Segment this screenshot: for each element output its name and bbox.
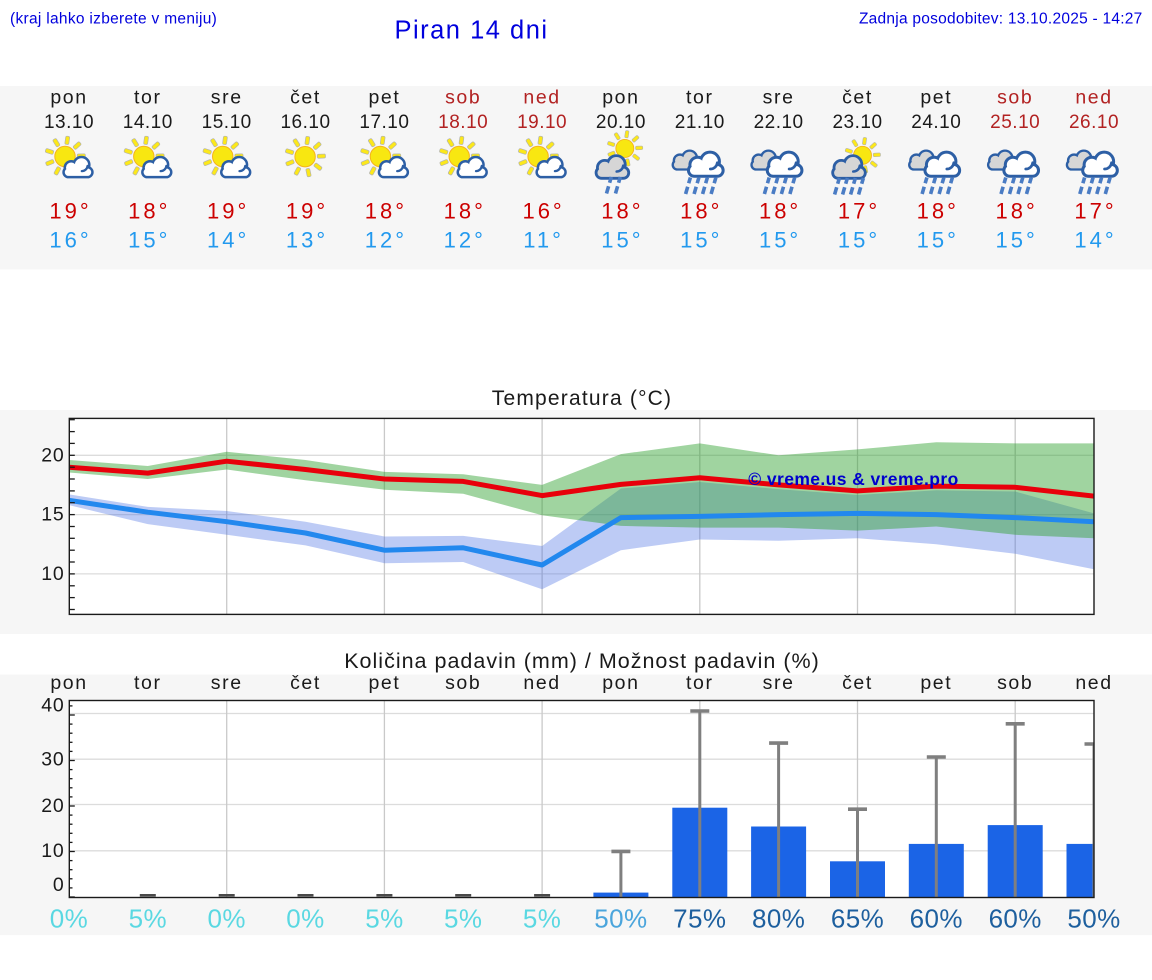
svg-text:sre: sre — [763, 672, 795, 694]
svg-text:tor: tor — [134, 672, 162, 694]
svg-text:50%: 50% — [1067, 903, 1120, 933]
svg-text:18°: 18° — [601, 199, 643, 224]
svg-text:pet: pet — [920, 87, 952, 109]
svg-text:0: 0 — [53, 874, 65, 896]
svg-text:16.10: 16.10 — [280, 112, 330, 133]
svg-text:13.10: 13.10 — [44, 112, 94, 133]
svg-text:10: 10 — [41, 563, 64, 585]
svg-text:ned: ned — [523, 87, 560, 109]
svg-text:15°: 15° — [128, 227, 170, 252]
svg-text:60%: 60% — [989, 903, 1042, 933]
svg-text:15°: 15° — [759, 227, 801, 252]
svg-text:22.10: 22.10 — [754, 112, 804, 133]
svg-text:sob: sob — [997, 87, 1033, 109]
svg-text:15: 15 — [41, 504, 64, 526]
svg-text:15.10: 15.10 — [202, 112, 252, 133]
svg-text:17.10: 17.10 — [359, 112, 409, 133]
svg-text:13°: 13° — [286, 227, 328, 252]
svg-text:5%: 5% — [523, 903, 561, 933]
svg-text:pet: pet — [920, 672, 952, 694]
svg-text:19.10: 19.10 — [517, 112, 567, 133]
svg-text:5%: 5% — [365, 903, 403, 933]
svg-text:18°: 18° — [680, 199, 722, 224]
svg-text:sre: sre — [211, 87, 243, 109]
svg-text:Piran 14 dni: Piran 14 dni — [394, 17, 548, 45]
svg-text:65%: 65% — [831, 903, 884, 933]
svg-text:26.10: 26.10 — [1069, 112, 1119, 133]
svg-text:Zadnja posodobitev: 13.10.2025: Zadnja posodobitev: 13.10.2025 - 14:27 — [859, 11, 1143, 28]
svg-text:čet: čet — [290, 87, 321, 109]
svg-text:14.10: 14.10 — [123, 112, 173, 133]
svg-text:18°: 18° — [996, 199, 1038, 224]
svg-text:18°: 18° — [759, 199, 801, 224]
svg-text:15°: 15° — [838, 227, 880, 252]
svg-text:tor: tor — [686, 672, 714, 694]
svg-text:tor: tor — [134, 87, 162, 109]
svg-text:0%: 0% — [286, 903, 324, 933]
svg-text:40: 40 — [41, 695, 64, 717]
svg-text:čet: čet — [290, 672, 321, 694]
svg-text:ned: ned — [1075, 672, 1112, 694]
svg-text:12°: 12° — [444, 227, 486, 252]
svg-text:sre: sre — [763, 87, 795, 109]
svg-text:Temperatura (°C): Temperatura (°C) — [492, 387, 672, 410]
svg-text:sob: sob — [445, 87, 481, 109]
svg-text:sre: sre — [211, 672, 243, 694]
svg-text:18°: 18° — [128, 199, 170, 224]
svg-text:18°: 18° — [444, 199, 486, 224]
svg-text:čet: čet — [842, 672, 873, 694]
svg-text:10: 10 — [41, 840, 64, 862]
svg-text:25.10: 25.10 — [990, 112, 1040, 133]
svg-text:16°: 16° — [49, 227, 91, 252]
svg-text:15°: 15° — [601, 227, 643, 252]
svg-text:0%: 0% — [50, 903, 88, 933]
svg-text:pon: pon — [602, 87, 639, 109]
svg-text:11°: 11° — [523, 227, 564, 252]
svg-text:19°: 19° — [49, 199, 91, 224]
svg-text:ned: ned — [1075, 87, 1112, 109]
svg-text:20: 20 — [41, 444, 64, 466]
svg-text:sob: sob — [997, 672, 1033, 694]
svg-text:Količina padavin (mm) / Možnos: Količina padavin (mm) / Možnost padavin … — [344, 649, 820, 673]
svg-text:čet: čet — [842, 87, 873, 109]
svg-text:(kraj lahko izberete v meniju): (kraj lahko izberete v meniju) — [10, 11, 217, 28]
svg-text:14°: 14° — [207, 227, 249, 252]
svg-text:15°: 15° — [996, 227, 1038, 252]
svg-text:50%: 50% — [594, 903, 647, 933]
svg-text:24.10: 24.10 — [911, 112, 961, 133]
svg-text:pet: pet — [368, 672, 400, 694]
svg-text:15°: 15° — [680, 227, 722, 252]
svg-text:© vreme.us & vreme.pro: © vreme.us & vreme.pro — [748, 469, 958, 489]
svg-text:tor: tor — [686, 87, 714, 109]
svg-text:18°: 18° — [917, 199, 959, 224]
svg-text:pet: pet — [368, 87, 400, 109]
svg-text:pon: pon — [602, 672, 639, 694]
svg-text:23.10: 23.10 — [832, 112, 882, 133]
svg-text:pon: pon — [50, 87, 87, 109]
svg-text:30: 30 — [41, 749, 64, 771]
svg-text:pon: pon — [50, 672, 87, 694]
svg-text:16°: 16° — [522, 199, 564, 224]
svg-text:15°: 15° — [917, 227, 959, 252]
svg-text:5%: 5% — [444, 903, 482, 933]
svg-text:14°: 14° — [1074, 227, 1116, 252]
svg-text:ned: ned — [523, 672, 560, 694]
svg-text:5%: 5% — [129, 903, 167, 933]
svg-text:18°: 18° — [365, 199, 407, 224]
svg-text:17°: 17° — [838, 199, 880, 224]
svg-text:20: 20 — [41, 795, 64, 817]
svg-text:12°: 12° — [365, 227, 407, 252]
svg-text:19°: 19° — [207, 199, 249, 224]
svg-text:19°: 19° — [286, 199, 328, 224]
svg-text:18.10: 18.10 — [438, 112, 488, 133]
svg-text:20.10: 20.10 — [596, 112, 646, 133]
svg-text:sob: sob — [445, 672, 481, 694]
svg-text:75%: 75% — [673, 903, 726, 933]
svg-text:17°: 17° — [1074, 199, 1116, 224]
svg-text:80%: 80% — [752, 903, 805, 933]
svg-text:21.10: 21.10 — [675, 112, 725, 133]
svg-text:0%: 0% — [208, 903, 246, 933]
svg-text:60%: 60% — [910, 903, 963, 933]
